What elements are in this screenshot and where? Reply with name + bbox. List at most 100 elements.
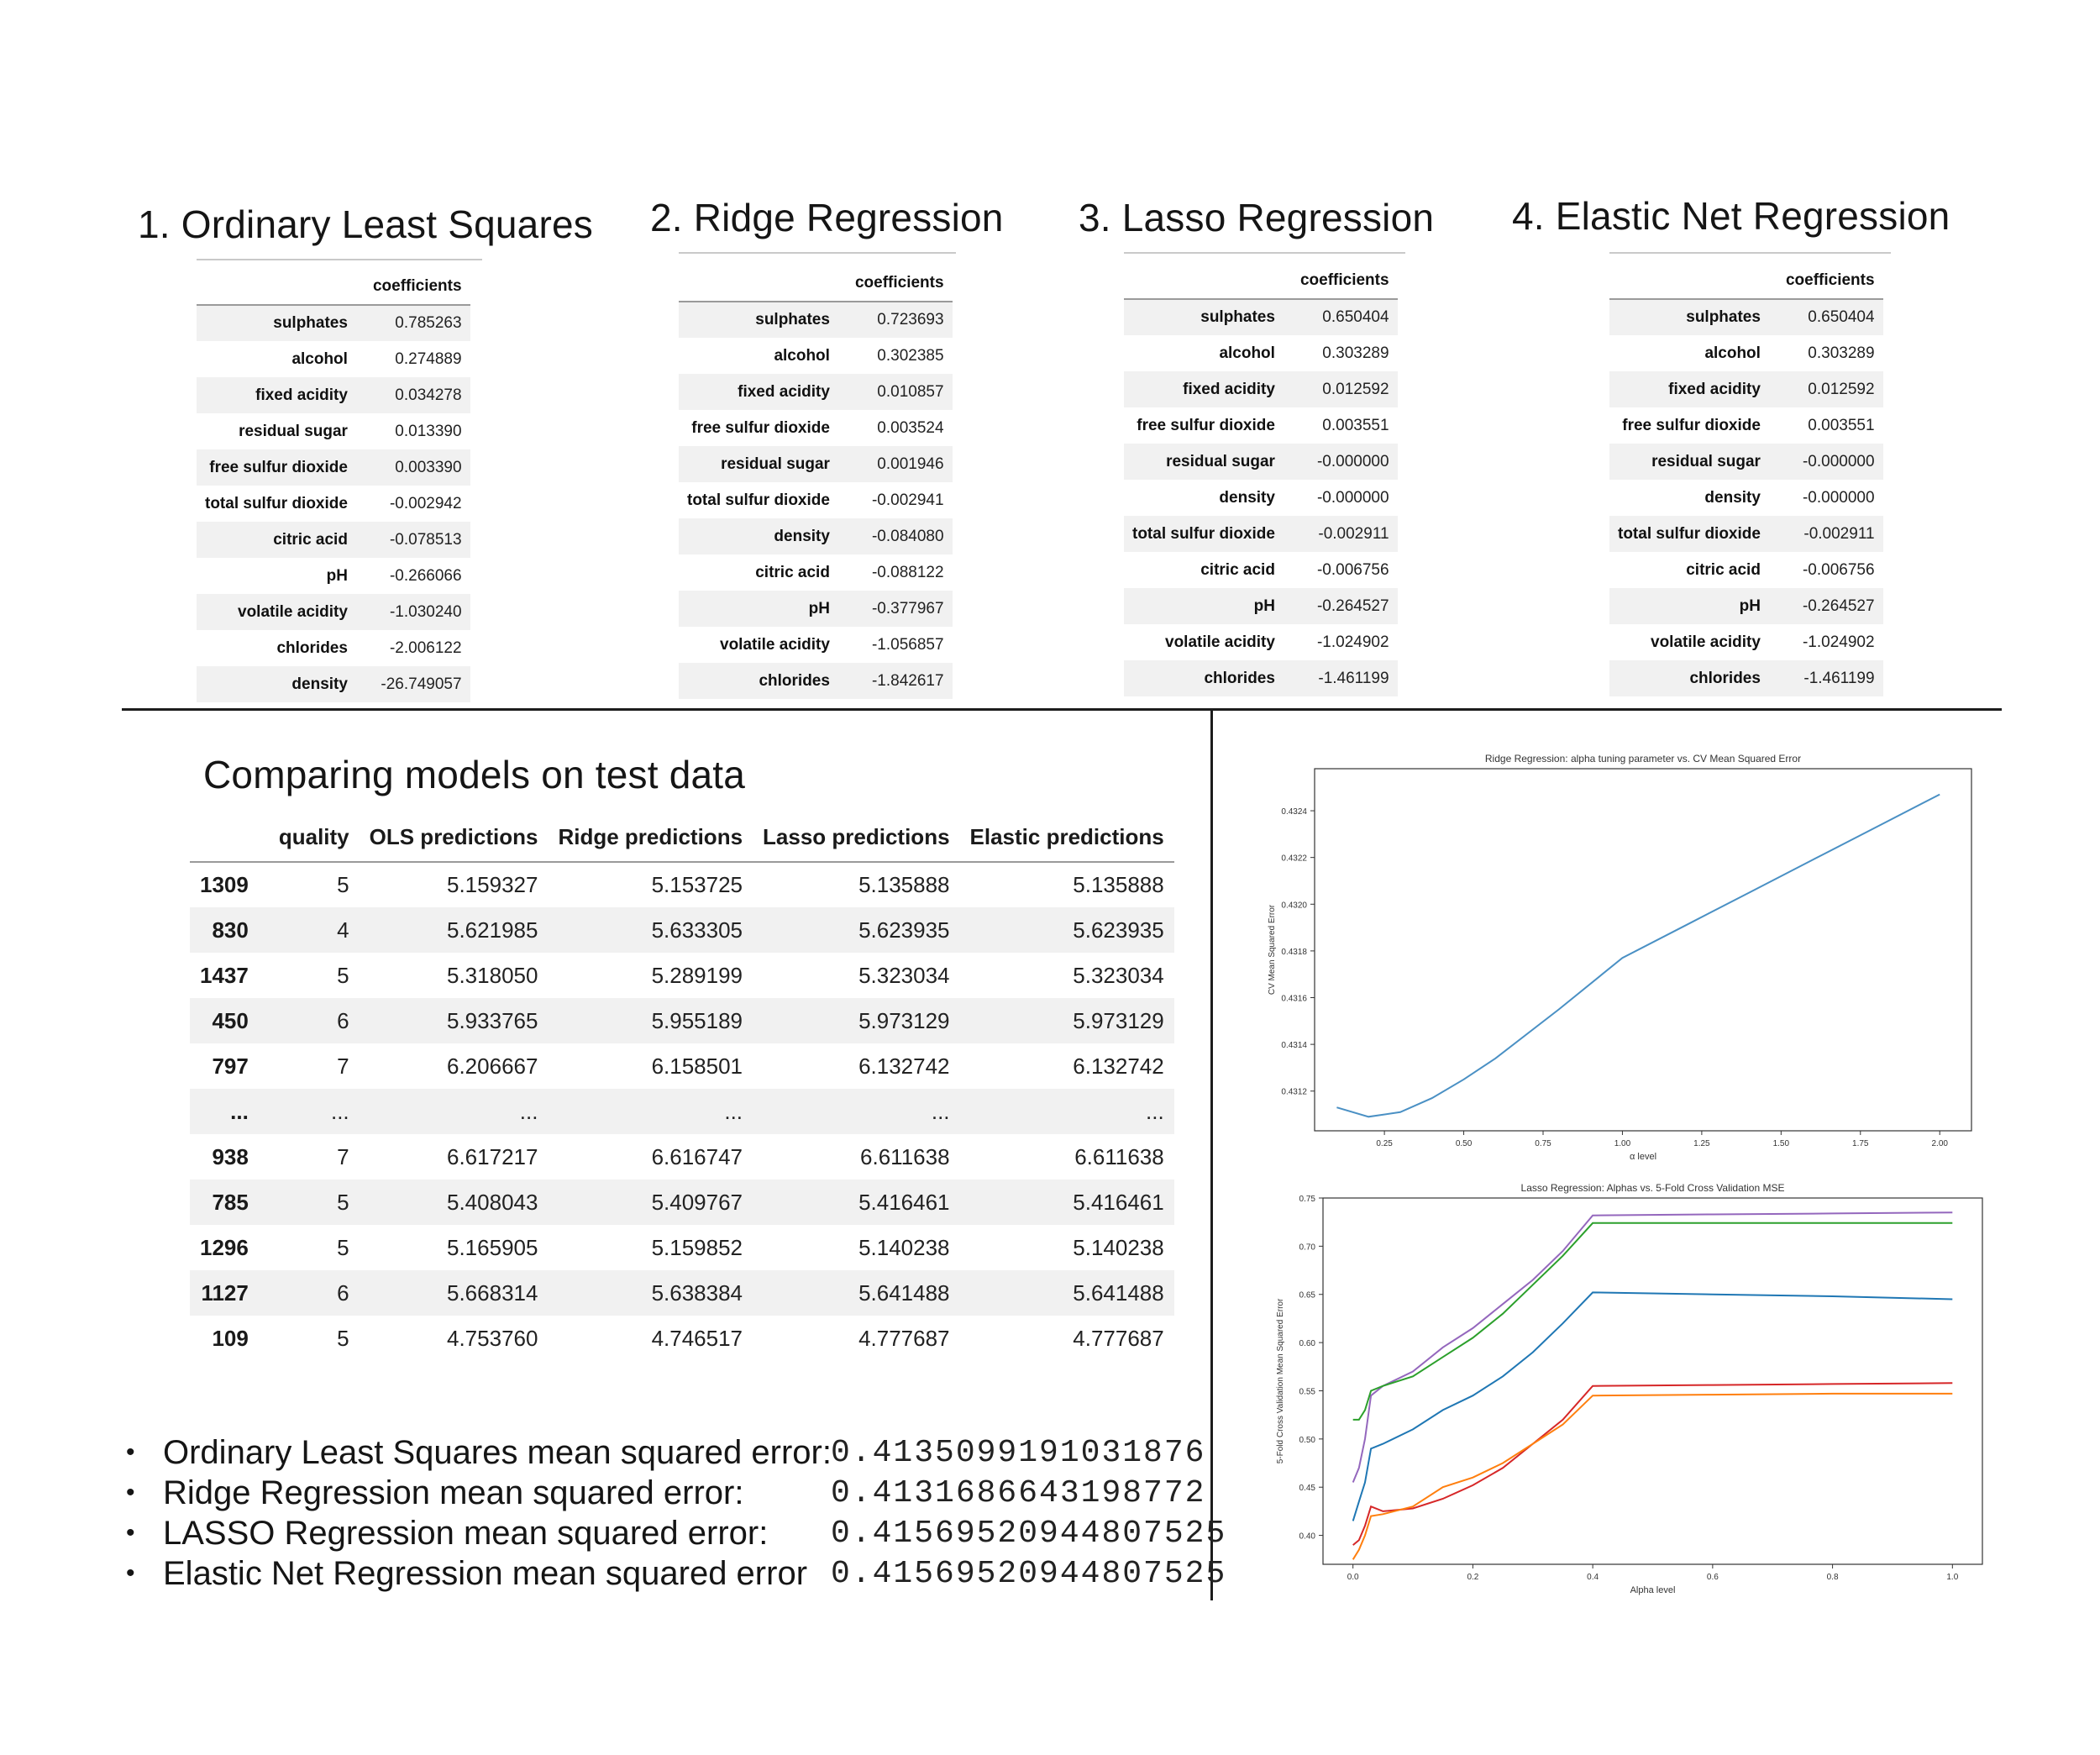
coefficient-value: -0.002911 (1291, 516, 1398, 552)
table-row: pH -0.266066 (197, 558, 470, 594)
table-cell: 6.132742 (858, 1053, 950, 1079)
table-row: .................. (190, 1089, 1174, 1134)
vertical-divider (1210, 710, 1213, 1600)
elastic-net-coefficients-table: coefficients sulphates 0.650404 alcohol 0.3… (1609, 263, 1883, 696)
table-row: sulphates 0.723693 (679, 302, 953, 338)
coefficient-value: -1.024902 (1802, 633, 1875, 651)
coefficient-value: -26.749057 (364, 666, 470, 702)
feature-name: fixed acidity (1124, 371, 1292, 407)
table-row: volatile acidity -1.030240 (197, 594, 470, 630)
table-row: chlorides -2.006122 (197, 630, 470, 666)
table-row: volatile acidity -1.024902 (1124, 624, 1398, 660)
table-cell: 5.159852 (651, 1234, 743, 1260)
table-row: 785 5 5.408043 5.409767 5.416461 5.416461 (190, 1180, 1174, 1225)
coefficient-value: -0.264527 (1777, 588, 1883, 624)
table-cell: 5.159327 (447, 872, 538, 897)
table-row: total sulfur dioxide -0.002911 (1124, 516, 1398, 552)
list-item: • Ridge Regression mean squared error: 0.4… (126, 1474, 1206, 1511)
mse-label: Ridge Regression mean squared error: (163, 1474, 744, 1511)
table-row: residual sugar 0.013390 (197, 413, 470, 449)
table-cell: 5 (337, 1325, 349, 1351)
feature-name: density (679, 518, 847, 554)
feature-name: alcohol (1219, 344, 1275, 362)
table-row: 1296 5 5.165905 5.159852 5.140238 5.140238 (190, 1225, 1174, 1270)
coefficient-value: 0.303289 (1808, 344, 1875, 362)
table-cell: 6.158501 (651, 1053, 743, 1079)
y-tick-label: 0.4318 (1281, 948, 1307, 957)
series-line-2 (1352, 1291, 1953, 1521)
row-index: 830 (190, 907, 269, 953)
feature-name: total sulfur dioxide (687, 491, 830, 509)
table-row: chlorides -1.461199 (1609, 660, 1883, 696)
y-tick-label: 0.75 (1299, 1195, 1316, 1204)
coefficient-value: -0.266066 (389, 566, 462, 585)
series-line-3 (1352, 1382, 1953, 1546)
feature-name: citric acid (197, 522, 365, 558)
x-tick-label: 1.00 (1614, 1139, 1631, 1148)
table-cell: 5 (268, 1180, 360, 1225)
coefficient-value: -0.264527 (1291, 588, 1398, 624)
table-row: total sulfur dioxide -0.002911 (1609, 516, 1883, 552)
feature-name: residual sugar (239, 422, 348, 440)
table-row: alcohol 0.303289 (1609, 335, 1883, 371)
table-row: volatile acidity -1.056857 (679, 627, 953, 663)
x-tick-label: 0.0 (1347, 1573, 1359, 1582)
table-cell: 7 (337, 1053, 349, 1079)
coefficient-value: 0.010857 (846, 374, 953, 410)
coefficient-value: -0.002942 (389, 494, 462, 512)
table-cell: 5.633305 (548, 907, 753, 953)
table-row: fixed acidity 0.034278 (197, 377, 470, 413)
table-cell: 7 (337, 1143, 349, 1169)
coefficient-value: -0.084080 (846, 518, 953, 554)
column-header: Elastic predictions (959, 812, 1174, 863)
coefficient-value: 0.650404 (1291, 299, 1398, 335)
table-cell: 5.323034 (1073, 962, 1164, 988)
coefficient-value: 0.012592 (1777, 371, 1883, 407)
feature-name: pH (1609, 588, 1777, 624)
series-line-4 (1352, 1392, 1953, 1560)
table-cell: ... (548, 1089, 753, 1134)
y-tick-label: 0.60 (1299, 1339, 1316, 1348)
table-row: fixed acidity 0.010857 (679, 374, 953, 410)
table-cell: 4.777687 (1073, 1325, 1164, 1351)
feature-name: residual sugar (1609, 444, 1777, 480)
table-cell: 5.623935 (753, 907, 960, 953)
x-tick-label: 0.75 (1535, 1139, 1551, 1148)
x-tick-label: 2.00 (1931, 1139, 1948, 1148)
row-index: 1296 (200, 1234, 249, 1260)
table-cell: 5.409767 (548, 1180, 753, 1225)
coefficient-value: -0.006756 (1316, 560, 1389, 579)
table-cell: 4.753760 (447, 1325, 538, 1351)
table-cell: 5.153725 (651, 872, 743, 897)
chart-title: Lasso Regression: Alphas vs. 5-Fold Cros… (1521, 1182, 1785, 1194)
table-row: alcohol 0.274889 (197, 341, 470, 377)
feature-name: pH (1124, 588, 1292, 624)
y-axis-label: CV Mean Squared Error (1268, 904, 1277, 995)
y-tick-label: 0.45 (1299, 1484, 1316, 1493)
table-cell: 6.132742 (1073, 1053, 1164, 1079)
feature-name: fixed acidity (679, 374, 847, 410)
table-row: density -0.000000 (1124, 480, 1398, 516)
table-cell: 6.611638 (860, 1143, 950, 1169)
coefficient-value: 0.785263 (364, 305, 470, 341)
table-cell: 5.621985 (359, 907, 549, 953)
coefficient-value: -0.078513 (364, 522, 470, 558)
coefficient-value: -0.000000 (1316, 488, 1389, 507)
y-tick-label: 0.4324 (1281, 807, 1307, 817)
feature-name: density (1219, 488, 1275, 507)
table-cell: 5.668314 (359, 1270, 549, 1316)
feature-name: sulphates (197, 305, 365, 341)
feature-name: volatile acidity (1165, 633, 1275, 651)
column-header: Ridge predictions (548, 812, 753, 863)
y-tick-label: 0.4320 (1281, 901, 1307, 910)
feature-name: free sulfur dioxide (691, 418, 830, 437)
table-row: fixed acidity 0.012592 (1124, 371, 1398, 407)
table-cell: 5.973129 (959, 998, 1174, 1043)
table-row: residual sugar -0.000000 (1124, 444, 1398, 480)
row-index: 938 (212, 1143, 249, 1169)
table-row: 1309 5 5.159327 5.153725 5.135888 5.135888 (190, 862, 1174, 907)
feature-name: residual sugar (679, 446, 847, 482)
table-row: free sulfur dioxide 0.003551 (1609, 407, 1883, 444)
plot-frame (1322, 1197, 1983, 1565)
table-row: 450 6 5.933765 5.955189 5.973129 5.973129 (190, 998, 1174, 1043)
